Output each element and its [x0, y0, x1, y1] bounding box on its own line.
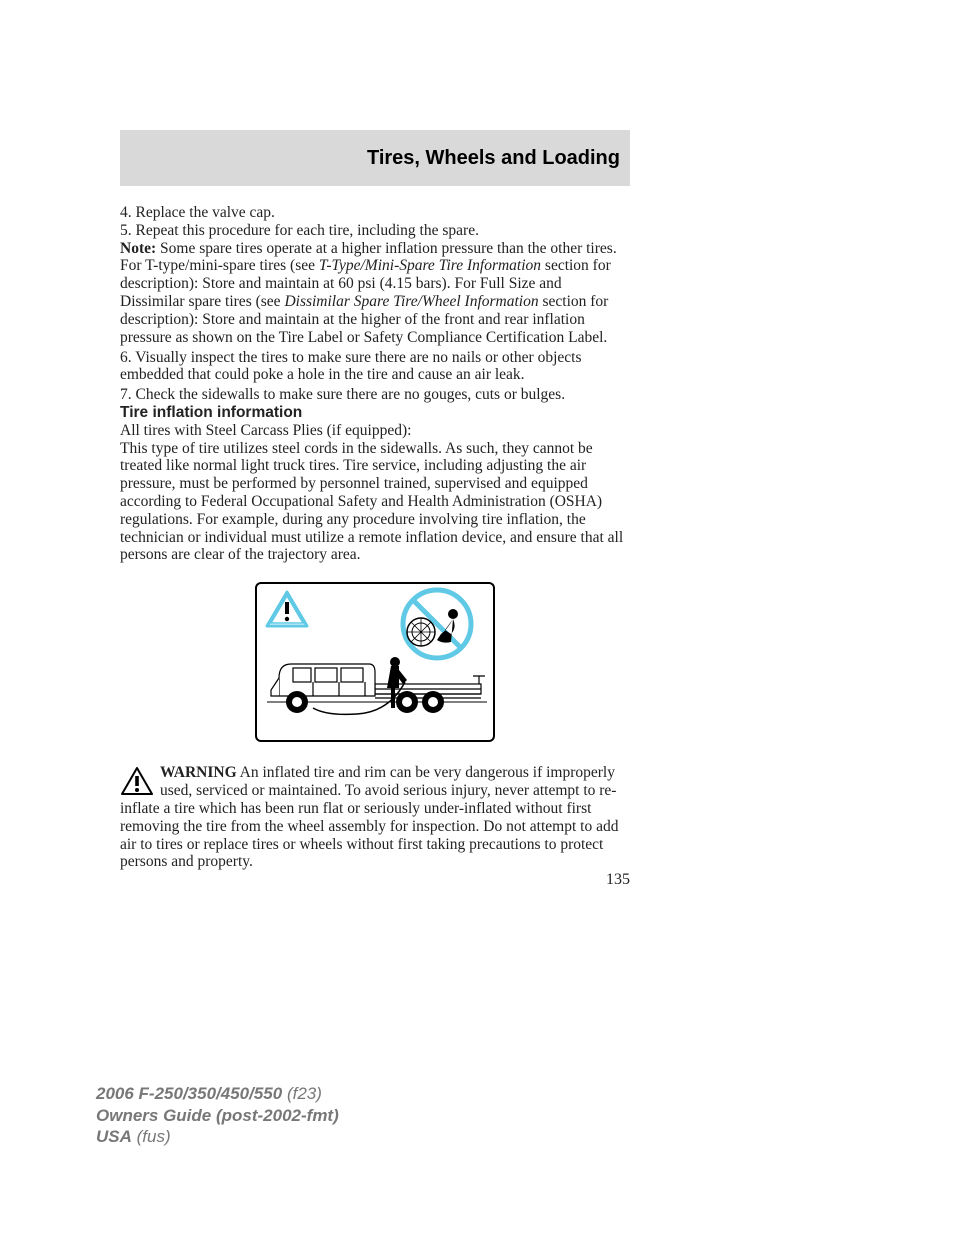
footer-model: 2006 F-250/350/450/550	[96, 1084, 282, 1103]
section-header: Tires, Wheels and Loading	[120, 130, 630, 186]
footer-line-2: Owners Guide (post-2002-fmt)	[96, 1105, 339, 1126]
body-content: 4. Replace the valve cap. 5. Repeat this…	[120, 204, 630, 890]
footer-region-code: (fus)	[132, 1127, 171, 1146]
step-4: 4. Replace the valve cap.	[120, 204, 630, 222]
warning-triangle-icon	[120, 766, 154, 796]
footer-guide: Owners Guide (post-2002-fmt)	[96, 1106, 339, 1125]
footer: 2006 F-250/350/450/550 (f23) Owners Guid…	[96, 1083, 339, 1147]
note-label: Note:	[120, 240, 156, 257]
tire-inflation-figure	[255, 582, 495, 742]
page-container: Tires, Wheels and Loading 4. Replace the…	[120, 130, 630, 890]
note-italic-2: Dissimilar Spare Tire/Wheel Information	[284, 293, 538, 310]
page-number: 135	[120, 871, 630, 889]
small-warning-triangle-icon	[267, 592, 307, 626]
step-5: 5. Repeat this procedure for each tire, …	[120, 222, 630, 240]
section-title: Tires, Wheels and Loading	[367, 147, 620, 170]
figure-container	[120, 582, 630, 742]
steel-body: This type of tire utilizes steel cords i…	[120, 440, 630, 565]
footer-region: USA	[96, 1127, 132, 1146]
subheading: Tire inflation information	[120, 404, 630, 422]
step-7: 7. Check the sidewalls to make sure ther…	[120, 386, 630, 404]
footer-code: (f23)	[282, 1084, 322, 1103]
note-italic-1: T-Type/Mini-Spare Tire Information	[319, 257, 541, 274]
footer-line-1: 2006 F-250/350/450/550 (f23)	[96, 1083, 339, 1104]
prohibition-icon	[403, 590, 471, 658]
steel-intro: All tires with Steel Carcass Plies (if e…	[120, 422, 630, 440]
warning-label: WARNING	[160, 764, 237, 781]
step-6: 6. Visually inspect the tires to make su…	[120, 349, 630, 385]
note-paragraph: Note: Some spare tires operate at a high…	[120, 240, 630, 347]
truck-illustration-icon	[257, 584, 495, 742]
warning-block: WARNING An inflated tire and rim can be …	[120, 764, 630, 871]
footer-line-3: USA (fus)	[96, 1126, 339, 1147]
